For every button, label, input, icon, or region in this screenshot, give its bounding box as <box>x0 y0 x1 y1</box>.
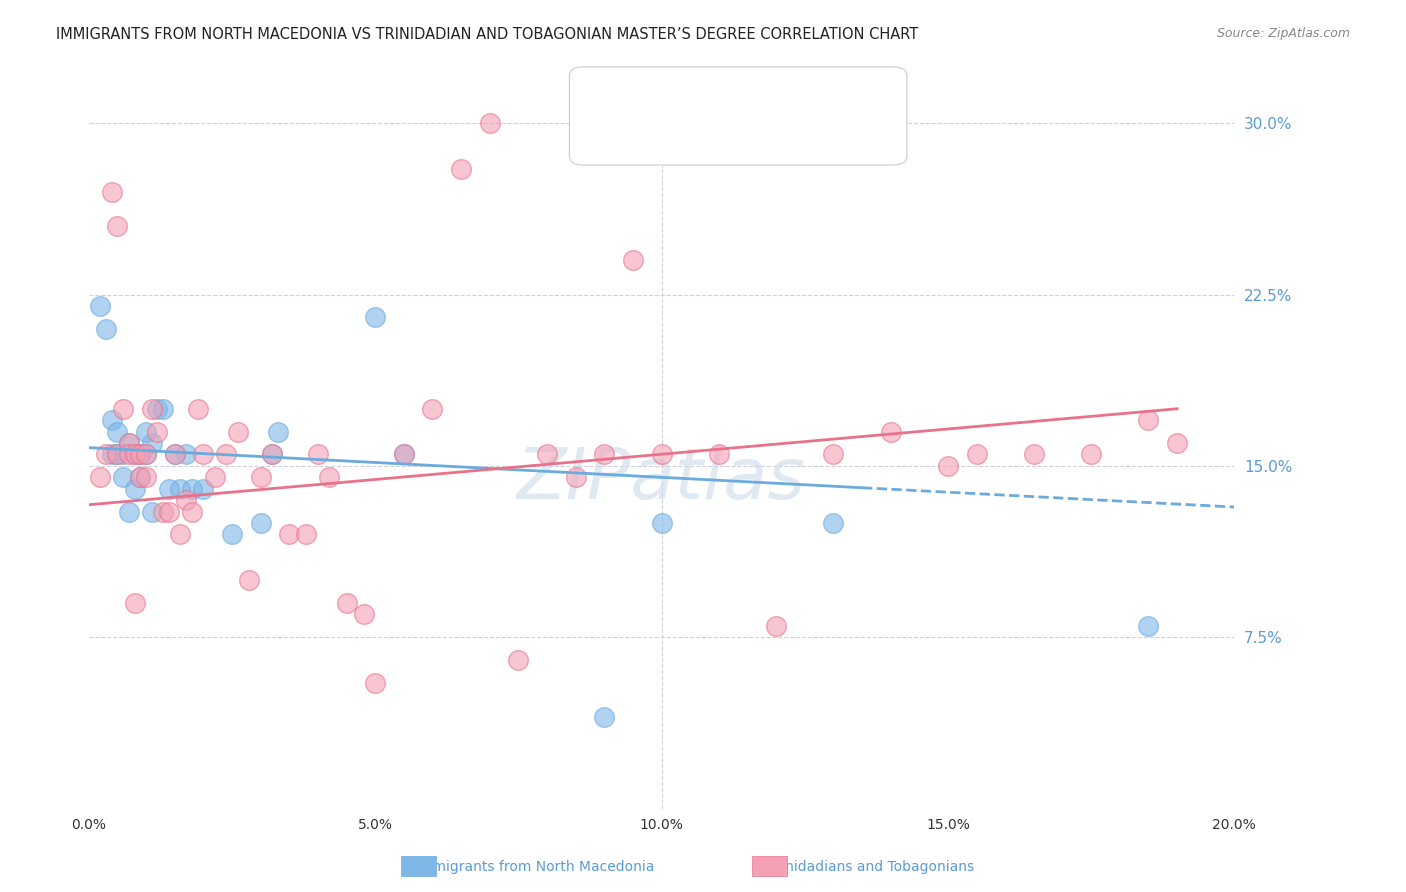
Point <box>129 448 152 462</box>
Point <box>364 310 387 325</box>
Point <box>193 482 215 496</box>
Legend: R = -0.133   N = 36, R =  0.247   N = 57: R = -0.133 N = 36, R = 0.247 N = 57 <box>579 86 801 151</box>
Point <box>260 448 283 462</box>
Point <box>221 527 243 541</box>
Point <box>135 470 157 484</box>
Point <box>238 573 260 587</box>
Point <box>135 448 157 462</box>
Point <box>249 516 271 530</box>
Point <box>152 505 174 519</box>
Point <box>146 425 169 439</box>
Point <box>135 425 157 439</box>
Point <box>1166 436 1188 450</box>
Point <box>364 676 387 690</box>
Point <box>621 253 644 268</box>
Point <box>335 596 357 610</box>
Point <box>129 470 152 484</box>
Point <box>879 425 901 439</box>
Point <box>152 401 174 416</box>
Point <box>163 448 186 462</box>
Point <box>94 322 117 336</box>
Point <box>100 448 122 462</box>
Point <box>94 448 117 462</box>
Point <box>187 401 209 416</box>
Point <box>105 425 128 439</box>
Point <box>307 448 329 462</box>
Point <box>100 185 122 199</box>
Point <box>478 116 501 130</box>
Point <box>392 448 415 462</box>
Point <box>226 425 249 439</box>
Point <box>105 448 128 462</box>
Point <box>593 710 616 724</box>
Point <box>146 401 169 416</box>
Point <box>129 448 152 462</box>
Point <box>89 299 111 313</box>
Point <box>124 482 146 496</box>
Point <box>124 596 146 610</box>
Point <box>157 505 180 519</box>
Point <box>936 458 959 473</box>
Point <box>278 527 301 541</box>
Point <box>141 436 163 450</box>
Point <box>135 448 157 462</box>
Point <box>174 448 197 462</box>
Point <box>260 448 283 462</box>
Point <box>129 470 152 484</box>
Point <box>118 448 141 462</box>
Point <box>966 448 988 462</box>
Text: ZIPatlas: ZIPatlas <box>517 445 806 514</box>
Point <box>112 470 135 484</box>
Point <box>593 448 616 462</box>
Point <box>169 527 191 541</box>
Point <box>141 505 163 519</box>
Point <box>651 516 673 530</box>
Point <box>295 527 318 541</box>
Point <box>180 482 202 496</box>
Point <box>422 401 444 416</box>
Point <box>651 448 673 462</box>
Point <box>124 448 146 462</box>
Point <box>823 516 845 530</box>
Point <box>163 448 186 462</box>
Point <box>157 482 180 496</box>
Point <box>1137 619 1160 633</box>
Point <box>169 482 191 496</box>
Point <box>105 219 128 233</box>
Point <box>174 493 197 508</box>
Point <box>100 413 122 427</box>
Point <box>1022 448 1045 462</box>
Point <box>118 436 141 450</box>
Point <box>765 619 787 633</box>
Point <box>353 607 375 622</box>
Point <box>141 401 163 416</box>
Point <box>89 470 111 484</box>
Point <box>536 448 558 462</box>
Point <box>112 401 135 416</box>
Point <box>823 448 845 462</box>
Point <box>105 448 128 462</box>
Point <box>215 448 238 462</box>
Point <box>193 448 215 462</box>
Point <box>508 653 530 667</box>
Text: IMMIGRANTS FROM NORTH MACEDONIA VS TRINIDADIAN AND TOBAGONIAN MASTER’S DEGREE CO: IMMIGRANTS FROM NORTH MACEDONIA VS TRINI… <box>56 27 918 42</box>
Point <box>124 448 146 462</box>
Point <box>118 505 141 519</box>
Point <box>118 436 141 450</box>
Point <box>204 470 226 484</box>
Point <box>564 470 586 484</box>
Point <box>1137 413 1160 427</box>
Point <box>1080 448 1102 462</box>
Point <box>450 161 472 176</box>
Point <box>707 448 730 462</box>
Text: Trinidadians and Tobagonians: Trinidadians and Tobagonians <box>769 860 974 874</box>
Point <box>180 505 202 519</box>
Point <box>249 470 271 484</box>
Point <box>267 425 290 439</box>
Point <box>112 448 135 462</box>
Point <box>392 448 415 462</box>
Text: Immigrants from North Macedonia: Immigrants from North Macedonia <box>415 860 654 874</box>
Text: Source: ZipAtlas.com: Source: ZipAtlas.com <box>1216 27 1350 40</box>
Point <box>318 470 340 484</box>
